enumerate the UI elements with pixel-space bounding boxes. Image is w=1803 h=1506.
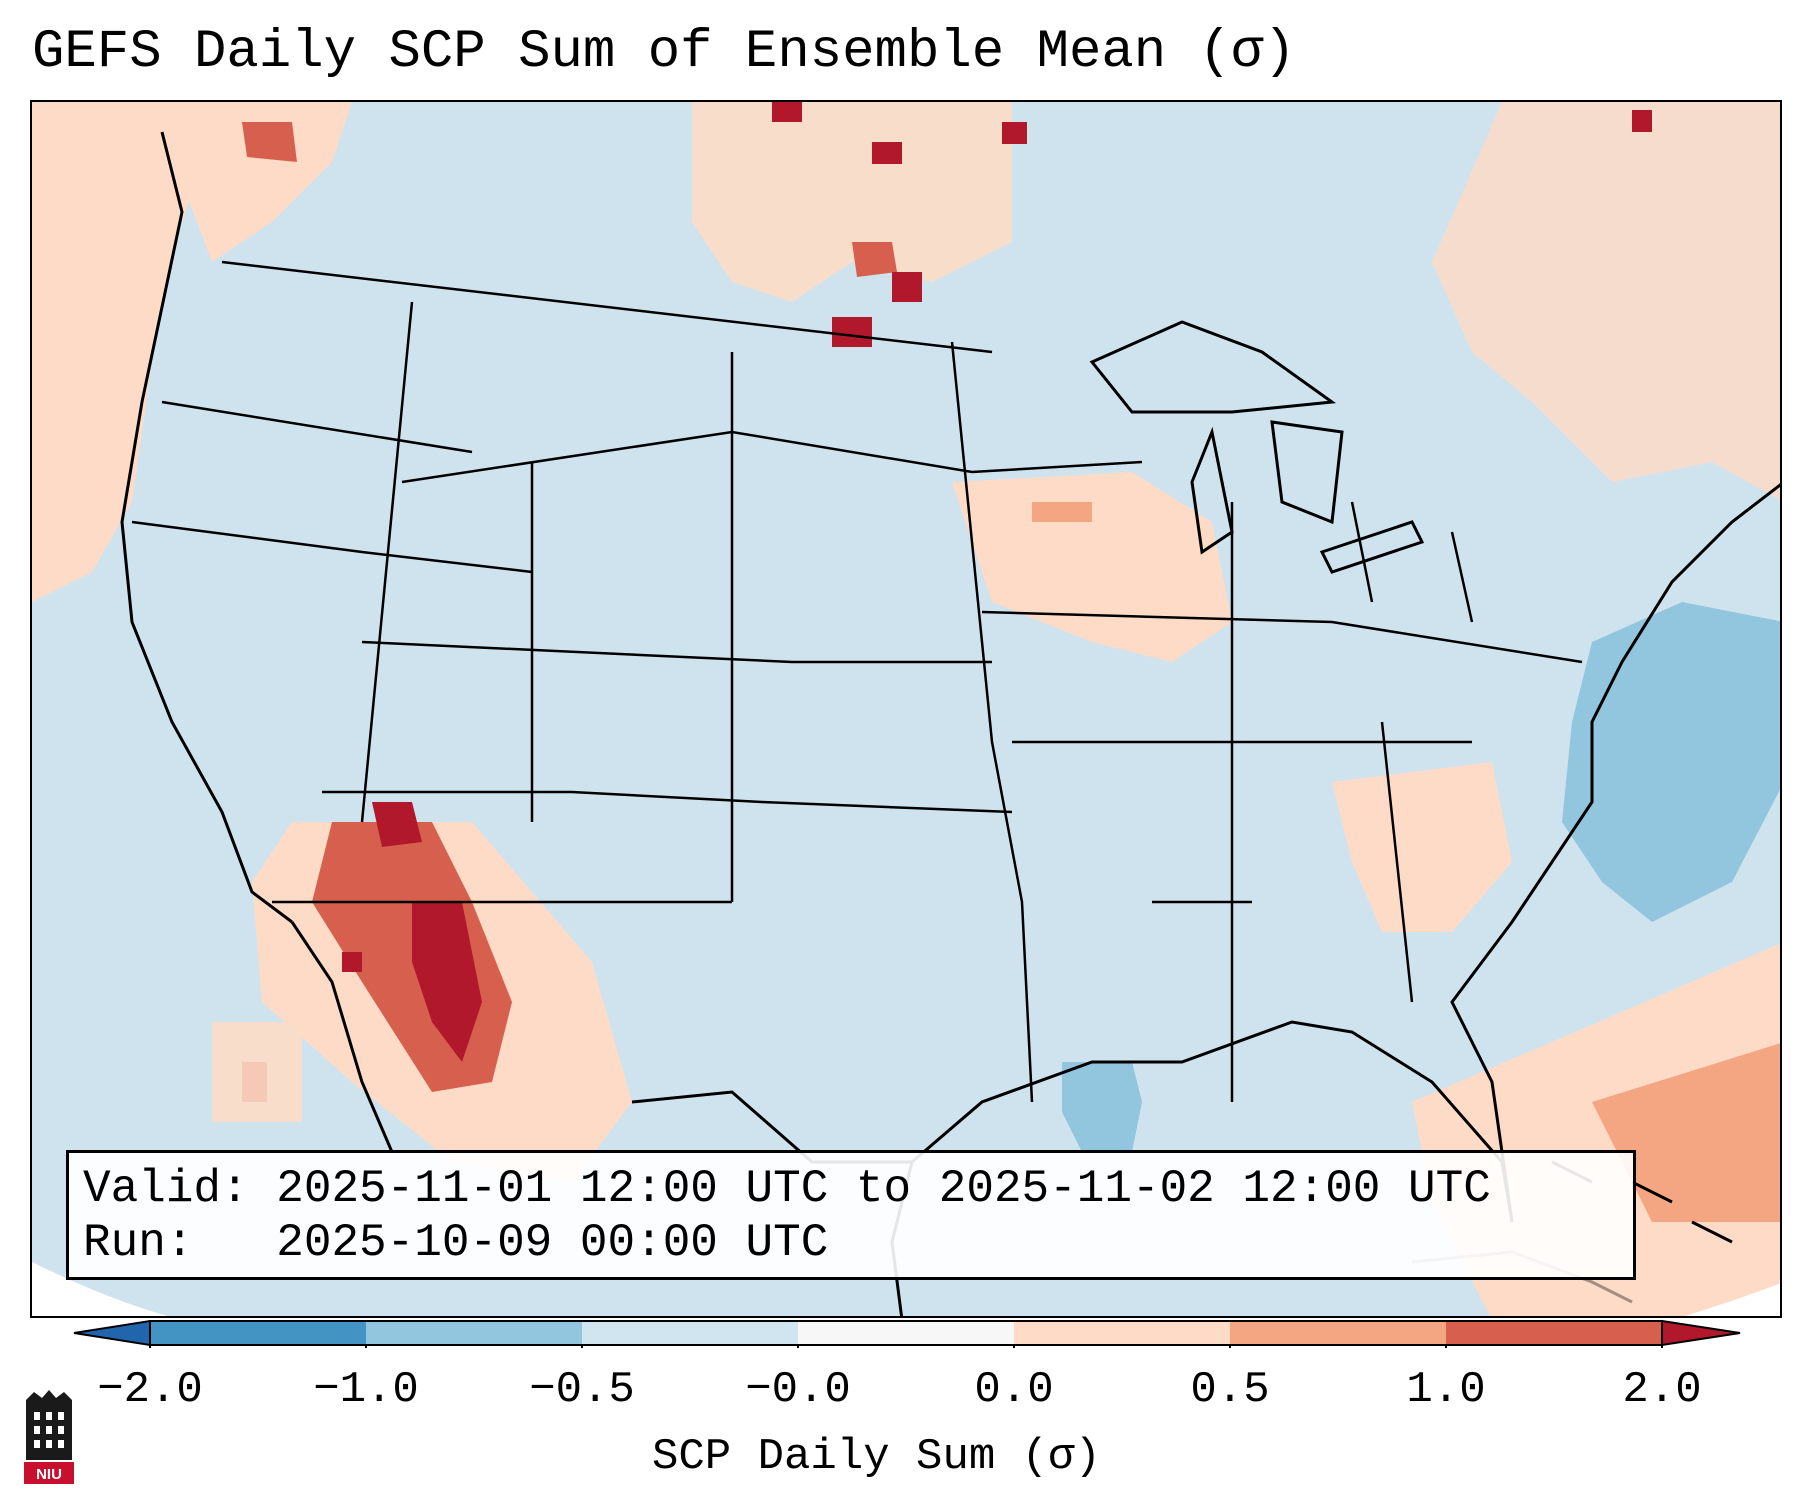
projection-edge-right <box>1685 1283 1780 1316</box>
lake-michigan <box>1190 426 1234 555</box>
baja-coast <box>290 921 394 1153</box>
atlantic-negative-region <box>1562 602 1780 922</box>
colorbar-bin-7 <box>1446 1321 1662 1345</box>
map-title: GEFS Daily SCP Sum of Ensemble Mean (σ) <box>32 22 1296 83</box>
colorbar-bin-5 <box>1014 1321 1230 1345</box>
east-coast <box>1450 483 1780 1223</box>
canada-red-3 <box>872 142 902 164</box>
niu-tower-logo-icon: NIU <box>24 1390 74 1484</box>
canada-red-5 <box>1002 122 1027 144</box>
colorbar-bin-4 <box>798 1321 1014 1345</box>
state-borders <box>131 260 1583 1103</box>
canada-red-4 <box>772 102 802 122</box>
colorbar-tick-label: −0.0 <box>745 1365 851 1415</box>
southwest-strong <box>372 802 422 847</box>
colorbar-label: SCP Daily Sum (σ) <box>652 1432 1101 1482</box>
pacific-positive <box>212 1022 302 1122</box>
caribbean-moderate <box>1592 1043 1780 1222</box>
colorbar-tick-label: −0.5 <box>529 1365 635 1415</box>
colorbar-tick-label: −1.0 <box>313 1365 419 1415</box>
gulf-negative-region <box>1062 1062 1142 1152</box>
quebec-red <box>1632 110 1652 132</box>
lake-huron <box>1270 420 1344 525</box>
colorbar-tick-label: 0.5 <box>1190 1365 1270 1415</box>
colorbar <box>73 1319 1741 1348</box>
lake-erie <box>1319 520 1425 574</box>
colorbar-tick-label: −2.0 <box>97 1365 203 1415</box>
west-coast-positive-region <box>32 102 202 602</box>
colorbar-extend-min <box>73 1319 151 1347</box>
colorbar-tick-label: 0.0 <box>974 1365 1054 1415</box>
lake-superior <box>1089 320 1337 414</box>
colorbar-ticks <box>149 1345 1663 1348</box>
colorbar-bin-6 <box>1230 1321 1446 1345</box>
canada-nw-strong <box>242 122 297 162</box>
canada-red-2 <box>832 317 872 347</box>
map-panel <box>30 100 1782 1318</box>
great-lakes <box>1089 320 1425 574</box>
sonora-strong <box>412 902 482 1062</box>
midwest-positive-region <box>952 472 1232 662</box>
colorbar-tick-label: 1.0 <box>1406 1365 1486 1415</box>
baja-red <box>342 952 362 972</box>
colorbar-extend-max <box>1661 1319 1741 1347</box>
map-canvas <box>32 102 1780 1316</box>
colorbar-bin-2 <box>366 1321 582 1345</box>
southeast-positive-region <box>1332 762 1512 932</box>
pacific-nw-positive-region <box>182 102 352 262</box>
valid-time-text: Valid: 2025-11-01 12:00 UTC to 2025-11-0… <box>83 1163 1491 1215</box>
run-time-text: Run: 2025-10-09 00:00 UTC <box>83 1217 829 1269</box>
iowa-patch <box>1032 502 1092 522</box>
canada-prairie-positive <box>692 102 1012 302</box>
colorbar-tick-label: 2.0 <box>1622 1365 1702 1415</box>
svg-text:NIU: NIU <box>36 1466 62 1483</box>
northeast-positive-region <box>1432 102 1780 500</box>
canada-prairie-strong <box>852 242 897 277</box>
anomaly-shading <box>32 102 1780 1316</box>
colorbar-bin-3 <box>582 1321 798 1345</box>
us-west-coast <box>120 131 293 924</box>
colorbar-outline <box>149 1320 1663 1346</box>
canada-red-1 <box>892 272 922 302</box>
colorbar-bin-1 <box>150 1321 366 1345</box>
valid-run-info-box: Valid: 2025-11-01 12:00 UTC to 2025-11-0… <box>66 1150 1636 1280</box>
projection-edge-left <box>32 1262 168 1316</box>
